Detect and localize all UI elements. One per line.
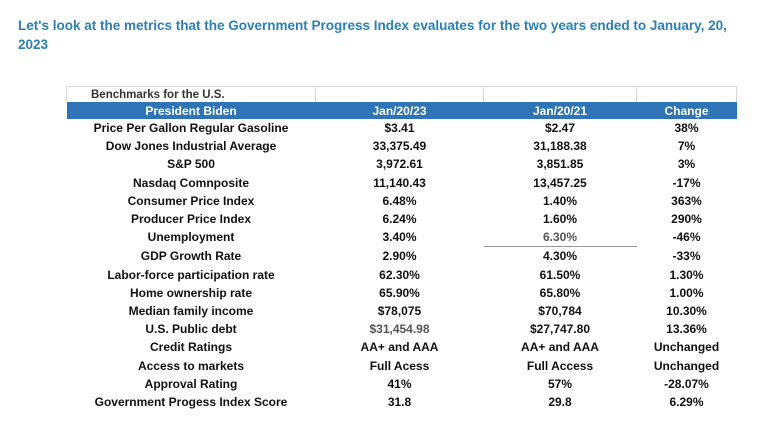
- metric-label: Home ownership rate: [129, 285, 253, 300]
- metric-label: U.S. Public debt: [145, 322, 237, 337]
- value-jan-2023: 41%: [387, 376, 412, 391]
- value-jan-2021: 61.50%: [539, 267, 581, 282]
- metric-label: GDP Growth Rate: [140, 249, 242, 264]
- benchmarks-table: Benchmarks for the U.S. President Biden …: [66, 86, 737, 411]
- table-row: Median family income $78,075 $70,784 10.30%: [67, 302, 737, 320]
- change-value: -46%: [672, 230, 701, 245]
- metric-label: Consumer Price Index: [127, 193, 255, 208]
- change-value: -17%: [672, 175, 701, 190]
- value-jan-2023: $78,075: [377, 303, 422, 318]
- value-jan-2023: AA+ and AAA: [360, 340, 439, 355]
- value-jan-2023: 31.8: [387, 394, 412, 409]
- table-header-row: President Biden Jan/20/23 Jan/20/21 Chan…: [66, 102, 737, 119]
- value-jan-2021: $70,784: [538, 303, 582, 318]
- change-value: 290%: [671, 212, 702, 227]
- metric-label: Unemployment: [147, 230, 235, 245]
- change-value: 10.30%: [666, 303, 707, 318]
- value-jan-2023: $31,454.98: [369, 322, 430, 337]
- change-value: 38%: [674, 121, 699, 136]
- value-jan-2021: 31,188.38: [533, 139, 587, 154]
- value-jan-2021: 6.30%: [483, 228, 637, 248]
- change-value: 7%: [677, 139, 696, 154]
- table-row: S&P 500 3,972.61 3,851.85 3%: [67, 155, 737, 173]
- value-jan-2023: 6.48%: [382, 193, 417, 208]
- caption-empty-cell: [636, 86, 737, 102]
- table-caption: Benchmarks for the U.S.: [66, 86, 316, 102]
- metric-label: Access to markets: [137, 358, 245, 373]
- change-value: -33%: [672, 249, 701, 264]
- change-value: Unchanged: [653, 358, 720, 373]
- change-value: -28.07%: [664, 376, 709, 391]
- value-jan-2023: 11,140.43: [373, 175, 426, 190]
- metric-label: Credit Ratings: [149, 340, 232, 355]
- table-row: Nasdaq Comnposite 11,140.43 13,457.25 -17%: [67, 174, 737, 192]
- change-value: Unchanged: [653, 340, 720, 355]
- metric-label: Labor-force participation rate: [107, 267, 275, 282]
- header-jan-2023: Jan/20/23: [315, 102, 484, 119]
- value-jan-2021: 13,457.25: [533, 175, 587, 190]
- value-jan-2021: 1.40%: [542, 193, 578, 208]
- metric-label: Producer Price Index: [130, 212, 252, 227]
- value-jan-2023: 2.90%: [382, 249, 417, 264]
- metric-label: Dow Jones Industrial Average: [105, 139, 277, 154]
- table-row: Access to markets Full Acess Full Access Un…: [67, 356, 737, 374]
- metric-label: Government Progess Index Score: [94, 394, 288, 409]
- value-jan-2021: 65.80%: [539, 285, 581, 300]
- table-row: Government Progess Index Score 31.8 29.8 6.…: [67, 393, 737, 411]
- value-jan-2023: 3.40%: [382, 230, 417, 245]
- change-value: 1.30%: [669, 267, 704, 282]
- caption-empty-cell: [315, 86, 484, 102]
- change-value: 363%: [671, 193, 702, 208]
- value-jan-2021: AA+ and AAA: [521, 340, 599, 355]
- metric-label: Approval Rating: [144, 376, 238, 391]
- value-jan-2023: Full Acess: [369, 358, 430, 373]
- metric-label: S&P 500: [167, 157, 215, 172]
- metric-label: Nasdaq Comnposite: [132, 175, 249, 190]
- header-change: Change: [636, 102, 737, 119]
- value-jan-2023: 6.24%: [382, 212, 417, 227]
- caption-empty-cell: [483, 86, 637, 102]
- header-president: President Biden: [66, 102, 316, 119]
- table-row: Home ownership rate 65.90% 65.80% 1.00%: [67, 284, 737, 302]
- table-row: Credit Ratings AA+ and AAA AA+ and AAA Unch…: [67, 338, 737, 356]
- value-jan-2021: 57%: [547, 376, 573, 391]
- table-row: Price Per Gallon Regular Gasoline $3.41 $2…: [67, 119, 737, 137]
- value-jan-2023: $3.41: [384, 121, 415, 136]
- benchmarks-table-container: Benchmarks for the U.S. President Biden …: [66, 86, 737, 411]
- table-row: Labor-force participation rate 62.30% 61.5…: [67, 266, 737, 284]
- change-value: 6.29%: [669, 394, 704, 409]
- table-caption-row: Benchmarks for the U.S.: [66, 86, 737, 102]
- table-row: GDP Growth Rate 2.90% 4.30% -33%: [67, 247, 737, 266]
- value-jan-2021: 1.60%: [542, 212, 578, 227]
- value-jan-2023: 33,375.49: [372, 139, 427, 154]
- change-value: 13.36%: [666, 322, 707, 337]
- value-jan-2021: 4.30%: [542, 249, 578, 264]
- table-row: Dow Jones Industrial Average 33,375.49 31,…: [67, 137, 737, 155]
- metric-label: Price Per Gallon Regular Gasoline: [93, 121, 289, 136]
- value-jan-2021: Full Access: [526, 358, 594, 373]
- headline: Let's look at the metrics that the Gover…: [18, 18, 727, 52]
- value-jan-2023: 3,972.61: [376, 157, 423, 172]
- value-jan-2021: $27,747.80: [529, 322, 591, 337]
- value-jan-2021: 3,851.85: [536, 157, 584, 172]
- table-row: Unemployment 3.40% 6.30% -46%: [67, 228, 737, 248]
- value-jan-2021: 29.8: [548, 394, 572, 409]
- metric-label: Median family income: [128, 303, 254, 318]
- change-value: 1.00%: [669, 285, 704, 300]
- table-row: U.S. Public debt $31,454.98 $27,747.80 13.3…: [67, 320, 737, 338]
- table-row: Consumer Price Index 6.48% 1.40% 363%: [67, 192, 737, 210]
- table-row: Producer Price Index 6.24% 1.60% 290%: [67, 210, 737, 228]
- value-jan-2023: 65.90%: [379, 285, 420, 300]
- value-jan-2023: 62.30%: [379, 267, 420, 282]
- table-row: Approval Rating 41% 57% -28.07%: [67, 375, 737, 393]
- change-value: 3%: [677, 157, 696, 172]
- header-jan-2021: Jan/20/21: [483, 102, 637, 119]
- value-jan-2021: $2.47: [544, 121, 576, 136]
